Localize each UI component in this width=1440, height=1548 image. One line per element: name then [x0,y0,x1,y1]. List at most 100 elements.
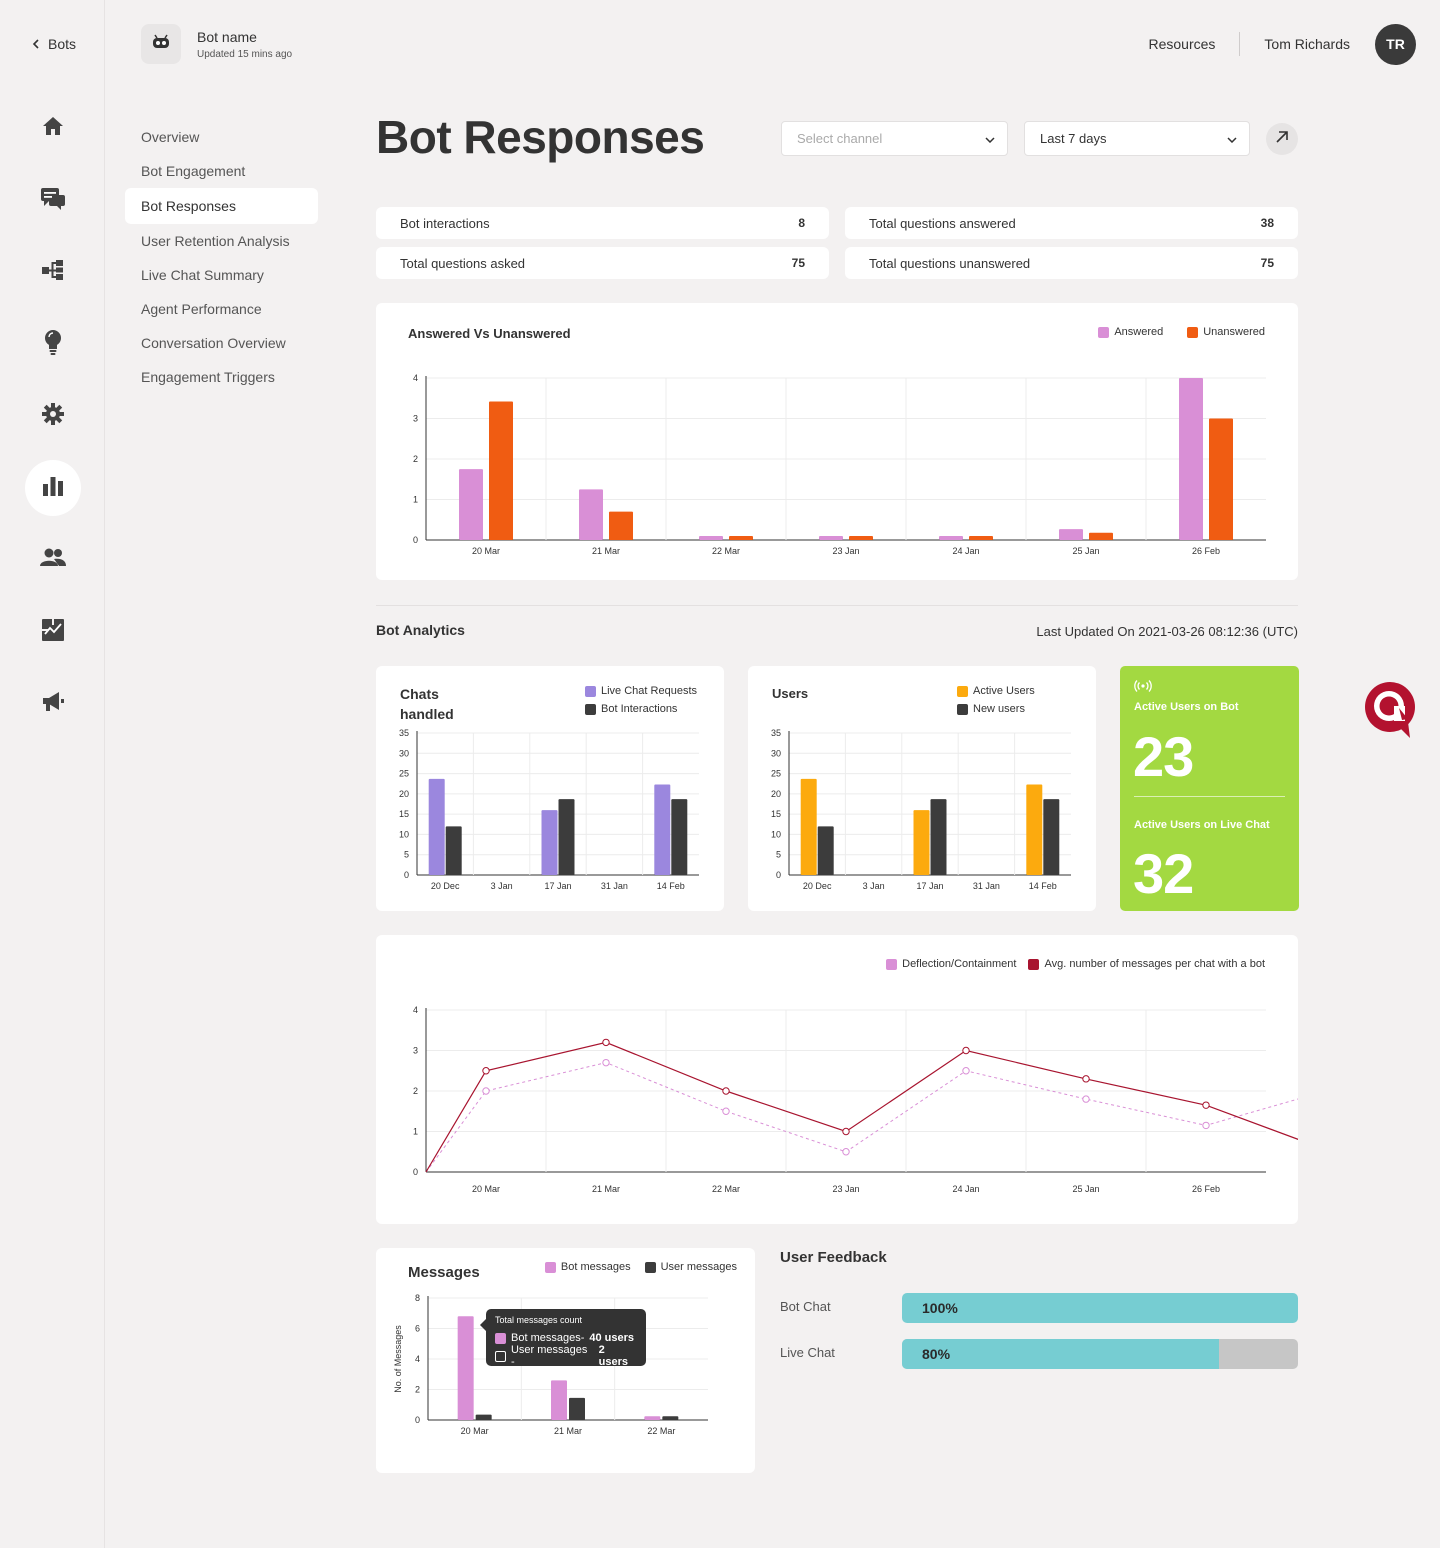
y-tick-label: 4 [413,373,418,383]
chats-handled-legend: Live Chat Requests Bot Interactions [585,682,697,718]
bar [1209,418,1233,540]
deflection-line-chart: 0 1 2 3 4 20 Mar 21 Mar 22 Mar 23 Jan 24 Jan 25 Ja… [413,1005,1298,1194]
active-users-divider [1134,796,1285,797]
data-point [1202,1101,1210,1109]
top-nav-separator [1239,32,1241,56]
nav-users[interactable] [25,532,81,588]
data-point [1202,1121,1210,1130]
nav-campaigns[interactable] [25,676,81,732]
channel-select[interactable]: Select channel [781,121,1008,156]
nav-home[interactable] [25,100,81,156]
legend-label: Unanswered [1203,326,1265,338]
nav-analytics[interactable] [25,460,81,516]
nav-insights[interactable] [25,316,81,372]
answered-chart-card: Answered Vs Unanswered Answered Unanswer… [376,303,1298,580]
users-card: Users Active Users New users 0 5 10 15 20 25 3… [748,666,1096,911]
legend-swatch [1028,958,1040,970]
bar [930,799,947,875]
user-avatar[interactable]: TR [1375,23,1416,65]
brand-logo[interactable] [1364,680,1418,738]
nav-flows[interactable] [25,244,81,300]
x-tick-label: 14 Feb [657,881,685,891]
data-point [962,1046,970,1055]
bar [729,535,753,540]
legend-avg-messages[interactable]: Avg. number of messages per chat with a … [1028,958,1265,970]
bot-name: Bot name [197,28,257,45]
tooltip-bot-value: 40 users [589,1332,635,1344]
legend-active-users[interactable]: Active Users [957,682,1035,700]
messages-tooltip: Total messages count Bot messages- 40 us… [480,1309,646,1368]
data-point [482,1087,490,1095]
sidenav-item-bot-engagement[interactable]: Bot Engagement [141,163,246,179]
legend-bot-interactions[interactable]: Bot Interactions [585,700,697,718]
back-label: Bots [48,36,77,52]
bar [1089,532,1113,540]
messages-chart: 0 2 4 6 8 20 Mar 21 Mar 22 Mar No. of Messages [393,1293,708,1436]
sidenav-item-overview[interactable]: Overview [141,129,200,145]
bar [699,535,723,540]
channel-select-placeholder: Select channel [797,131,883,146]
arrow-up-right-icon [1275,130,1289,149]
legend-bot-messages[interactable]: Bot messages [544,1261,631,1273]
y-tick-label: 8 [415,1293,420,1303]
back-to-bots-link[interactable]: Bots [32,36,76,52]
legend-unanswered[interactable]: Unanswered [1187,326,1265,338]
tooltip-bot-prefix: Bot messages- [511,1332,585,1344]
stat-label: Total questions unanswered [869,255,1031,271]
sidenav-item-agent-performance[interactable]: Agent Performance [141,301,262,317]
sidenav-item-conversation-overview[interactable]: Conversation Overview [141,335,286,351]
legend-answered[interactable]: Answered [1098,326,1163,338]
y-tick-label: 0 [404,870,409,880]
y-axis-label: No. of Messages [393,1325,403,1393]
bar [644,1416,661,1420]
stat-value: 75 [1260,256,1274,270]
legend-new-users[interactable]: New users [957,700,1035,718]
y-tick-label: 5 [776,850,781,860]
sidenav-item-user-retention[interactable]: User Retention Analysis [141,233,290,249]
resources-link[interactable]: Resources [1148,36,1216,52]
bar [654,784,671,875]
sidenav-item-engagement-triggers[interactable]: Engagement Triggers [141,369,275,385]
legend-swatch [886,958,898,970]
legend-deflection[interactable]: Deflection/Containment [886,958,1016,970]
y-tick-label: 20 [399,789,409,799]
sidenav-item-bot-responses[interactable]: Bot Responses [125,188,318,224]
period-select[interactable]: Last 7 days [1024,121,1250,156]
export-button[interactable] [1266,123,1298,155]
y-tick-label: 15 [399,809,409,819]
nav-chats[interactable] [25,172,81,228]
chevron-down-icon [1227,131,1237,146]
y-tick-label: 0 [413,1167,418,1177]
x-tick-label: 21 Mar [592,1184,620,1194]
bar [849,535,873,540]
data-point [842,1127,850,1136]
legend-live-chat-requests[interactable]: Live Chat Requests [585,682,697,700]
y-tick-label: 10 [771,829,781,839]
y-tick-label: 1 [413,495,418,505]
data-point [482,1067,490,1075]
flow-icon [41,258,65,287]
users-chart: 0 5 10 15 20 25 30 35 20 Dec 3 Jan 17 Jan 31 Jan 14 … [771,728,1071,891]
nav-integrations[interactable] [25,604,81,660]
stat-questions-asked: Total questions asked 75 [376,247,829,279]
analytics-sidenav: Overview Bot Engagement Bot Responses Us… [125,120,318,394]
answered-chart-legend: Answered Unanswered [1098,326,1265,338]
legend-swatch [585,685,596,697]
x-tick-label: 22 Mar [712,546,740,556]
feedback-bar-fill: 100% [902,1293,1298,1323]
bar [939,535,963,540]
legend-user-messages[interactable]: User messages [644,1261,737,1273]
feedback-bar-fill: 80% [902,1339,1219,1369]
answered-vs-unanswered-chart: 0 1 2 3 4 20 Mar 21 Mar 22 Mar 23 Jan 24 Jan 25 Ja… [413,373,1266,556]
bar [1059,529,1083,540]
y-tick-label: 25 [771,769,781,779]
y-tick-label: 15 [771,809,781,819]
x-tick-label: 3 Jan [491,881,513,891]
nav-settings[interactable] [25,388,81,444]
active-users-card: Active Users on Bot 23 Active Users on L… [1120,666,1299,911]
sidenav-item-live-chat-summary[interactable]: Live Chat Summary [141,267,264,283]
user-name[interactable]: Tom Richards [1264,36,1350,52]
legend-swatch [1098,326,1110,338]
x-tick-label: 20 Mar [472,546,500,556]
x-tick-label: 26 Feb [1192,546,1220,556]
